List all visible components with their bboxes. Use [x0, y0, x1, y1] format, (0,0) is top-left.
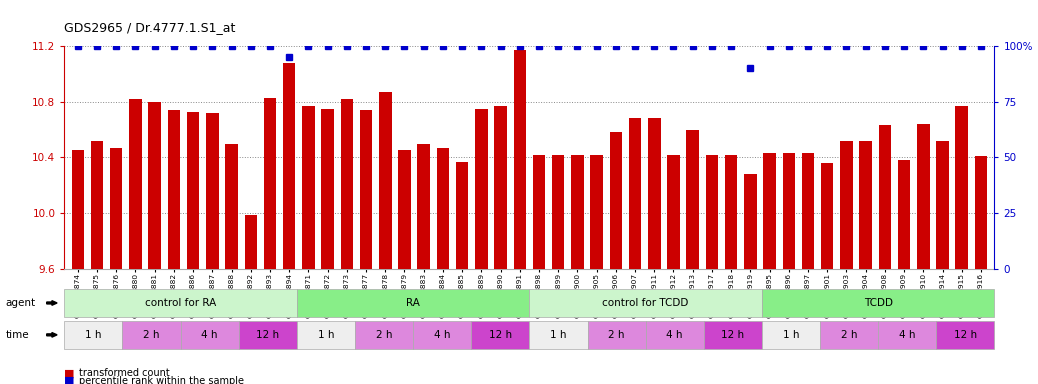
Bar: [629, 118, 641, 384]
Bar: [975, 156, 987, 384]
Text: time: time: [5, 330, 29, 340]
Text: agent: agent: [5, 298, 35, 308]
Bar: [456, 162, 468, 384]
Text: 12 h: 12 h: [954, 330, 977, 340]
Bar: [821, 163, 834, 384]
Bar: [571, 155, 583, 384]
Text: 4 h: 4 h: [899, 330, 916, 340]
Bar: [783, 153, 795, 384]
Bar: [168, 110, 181, 384]
Bar: [90, 141, 103, 384]
Text: ■: ■: [64, 368, 75, 378]
Bar: [360, 110, 373, 384]
Bar: [302, 106, 315, 384]
Text: 2 h: 2 h: [143, 330, 160, 340]
Bar: [840, 141, 852, 384]
Bar: [475, 109, 488, 384]
Text: RA: RA: [406, 298, 420, 308]
Bar: [609, 132, 622, 384]
Text: ■: ■: [64, 376, 75, 384]
Text: 2 h: 2 h: [376, 330, 392, 340]
Bar: [245, 215, 257, 384]
Text: GDS2965 / Dr.4777.1.S1_at: GDS2965 / Dr.4777.1.S1_at: [64, 21, 236, 34]
Text: 1 h: 1 h: [550, 330, 567, 340]
Text: 4 h: 4 h: [201, 330, 218, 340]
Bar: [667, 155, 680, 384]
Bar: [148, 102, 161, 384]
Bar: [859, 141, 872, 384]
Bar: [591, 155, 603, 384]
Bar: [532, 155, 545, 384]
Text: control for RA: control for RA: [145, 298, 216, 308]
Text: TCDD: TCDD: [864, 298, 893, 308]
Bar: [648, 118, 660, 384]
Text: 1 h: 1 h: [85, 330, 102, 340]
Bar: [725, 155, 737, 384]
Bar: [936, 141, 949, 384]
Bar: [552, 155, 565, 384]
Bar: [322, 109, 334, 384]
Text: 2 h: 2 h: [841, 330, 857, 340]
Text: 4 h: 4 h: [666, 330, 683, 340]
Bar: [379, 92, 391, 384]
Text: 12 h: 12 h: [489, 330, 512, 340]
Bar: [283, 63, 296, 384]
Bar: [744, 174, 757, 384]
Bar: [706, 155, 718, 384]
Bar: [187, 111, 199, 384]
Bar: [763, 153, 775, 384]
Bar: [417, 144, 430, 384]
Text: 12 h: 12 h: [256, 330, 279, 340]
Bar: [340, 99, 353, 384]
Bar: [801, 153, 814, 384]
Text: 4 h: 4 h: [434, 330, 450, 340]
Text: percentile rank within the sample: percentile rank within the sample: [79, 376, 244, 384]
Bar: [207, 113, 219, 384]
Bar: [956, 106, 968, 384]
Bar: [437, 148, 449, 384]
Text: control for TCDD: control for TCDD: [602, 298, 689, 308]
Bar: [225, 144, 238, 384]
Bar: [110, 148, 122, 384]
Text: transformed count: transformed count: [79, 368, 169, 378]
Bar: [129, 99, 142, 384]
Text: 1 h: 1 h: [318, 330, 334, 340]
Bar: [686, 129, 699, 384]
Bar: [898, 160, 910, 384]
Bar: [878, 126, 891, 384]
Bar: [399, 151, 411, 384]
Bar: [917, 124, 930, 384]
Text: 12 h: 12 h: [721, 330, 744, 340]
Bar: [264, 98, 276, 384]
Text: 2 h: 2 h: [608, 330, 625, 340]
Bar: [494, 106, 507, 384]
Bar: [72, 151, 84, 384]
Bar: [514, 50, 526, 384]
Text: 1 h: 1 h: [783, 330, 799, 340]
